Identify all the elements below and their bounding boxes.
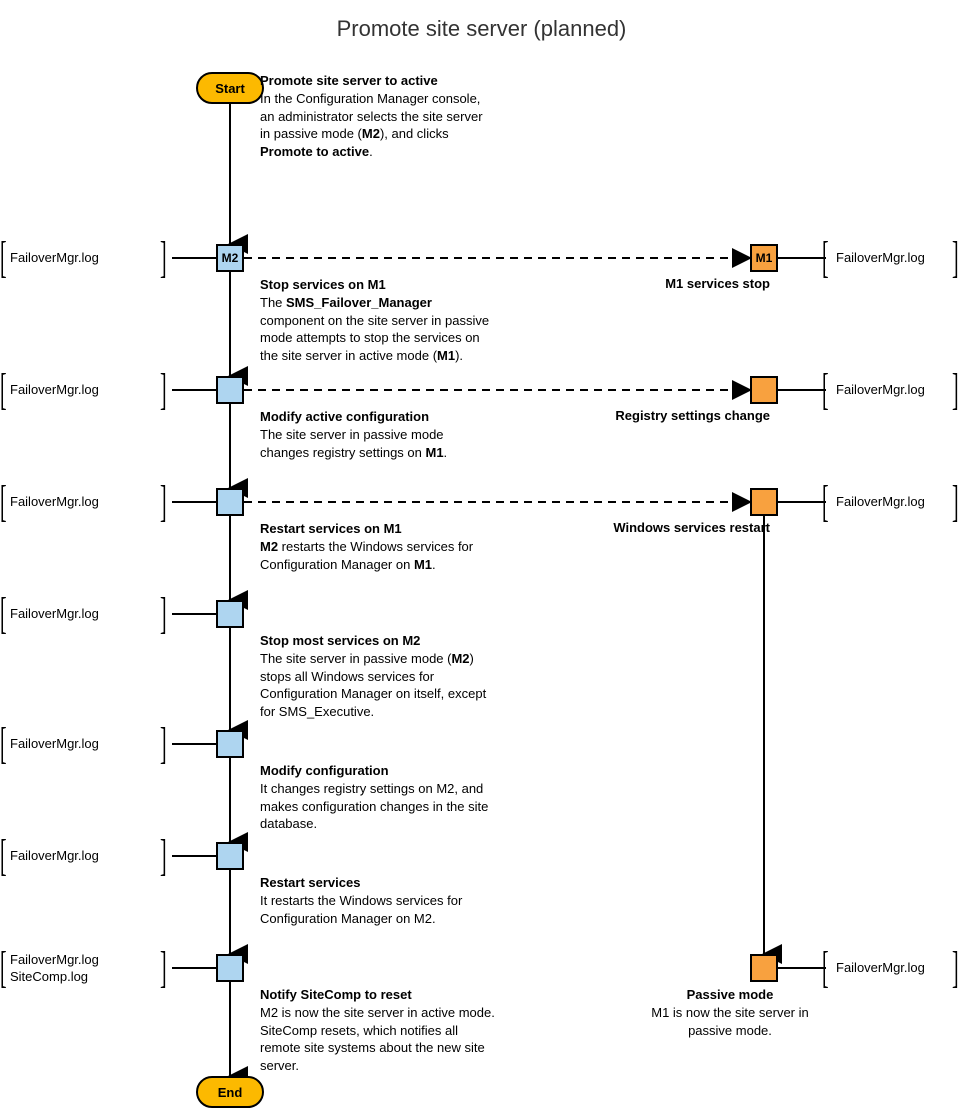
bracket-rl-s1: [ <box>822 236 829 280</box>
bracket-rr-s3: ] <box>952 480 959 524</box>
m2-box-s3 <box>216 488 244 516</box>
step-body-s5: It changes registry settings on M2, and … <box>260 780 495 833</box>
bracket-ll-s6: [ <box>0 834 7 878</box>
bracket-lr-s7: ] <box>160 946 167 990</box>
step-title-s1: Stop services on M1 <box>260 276 386 294</box>
bracket-rl-s2: [ <box>822 368 829 412</box>
step-body-s3: M2 restarts the Windows services for Con… <box>260 538 495 573</box>
dash-label-s2: Registry settings change <box>570 408 770 423</box>
step-title-s4: Stop most services on M2 <box>260 632 420 650</box>
m1-title-s7: Passive mode <box>640 986 820 1004</box>
m1-box-s1: M1 <box>750 244 778 272</box>
log-left-s1: FailoverMgr.log <box>10 250 170 267</box>
step-title-s5: Modify configuration <box>260 762 389 780</box>
dash-label-s1: M1 services stop <box>570 276 770 291</box>
m2-box-s2 <box>216 376 244 404</box>
bracket-ll-s3: [ <box>0 480 7 524</box>
bracket-ll-s4: [ <box>0 592 7 636</box>
step-body-s4: The site server in passive mode (M2) sto… <box>260 650 495 720</box>
bracket-ll-s1: [ <box>0 236 7 280</box>
step-body-s0: In the Configuration Manager console, an… <box>260 90 495 160</box>
step-body-s2: The site server in passive mode changes … <box>260 426 495 461</box>
step-body-s1: The SMS_Failover_Manager component on th… <box>260 294 495 364</box>
log-left-s4: FailoverMgr.log <box>10 606 170 623</box>
bracket-rr-s2: ] <box>952 368 959 412</box>
m2-box-s5 <box>216 730 244 758</box>
bracket-rl-s3: [ <box>822 480 829 524</box>
bracket-ll-s2: [ <box>0 368 7 412</box>
end-terminator: End <box>196 1076 264 1108</box>
m2-box-s7 <box>216 954 244 982</box>
step-body-s6: It restarts the Windows services for Con… <box>260 892 495 927</box>
m2-box-s4 <box>216 600 244 628</box>
bracket-lr-s3: ] <box>160 480 167 524</box>
diagram-title: Promote site server (planned) <box>0 16 963 42</box>
bracket-lr-s5: ] <box>160 722 167 766</box>
m1-box-s7 <box>750 954 778 982</box>
step-title-s6: Restart services <box>260 874 360 892</box>
bracket-ll-s7: [ <box>0 946 7 990</box>
bracket-rr-s1: ] <box>952 236 959 280</box>
step-title-s3: Restart services on M1 <box>260 520 402 538</box>
step-title-s2: Modify active configuration <box>260 408 429 426</box>
m1-box-s3 <box>750 488 778 516</box>
m1-body-s7: M1 is now the site server in passive mod… <box>640 1004 820 1039</box>
log-right-s2: FailoverMgr.log <box>836 382 956 397</box>
log-left-s5: FailoverMgr.log <box>10 736 170 753</box>
bracket-lr-s4: ] <box>160 592 167 636</box>
log-left-s3: FailoverMgr.log <box>10 494 170 511</box>
start-terminator: Start <box>196 72 264 104</box>
bracket-lr-s1: ] <box>160 236 167 280</box>
log-right-s7: FailoverMgr.log <box>836 960 956 975</box>
step-body-s7: M2 is now the site server in active mode… <box>260 1004 495 1074</box>
m1-box-s2 <box>750 376 778 404</box>
log-right-s1: FailoverMgr.log <box>836 250 956 265</box>
m2-box-s6 <box>216 842 244 870</box>
bracket-lr-s6: ] <box>160 834 167 878</box>
bracket-rl-s7: [ <box>822 946 829 990</box>
bracket-rr-s7: ] <box>952 946 959 990</box>
m2-box-s1: M2 <box>216 244 244 272</box>
log-right-s3: FailoverMgr.log <box>836 494 956 509</box>
bracket-lr-s2: ] <box>160 368 167 412</box>
step-title-s7: Notify SiteComp to reset <box>260 986 412 1004</box>
bracket-ll-s5: [ <box>0 722 7 766</box>
dash-label-s3: Windows services restart <box>570 520 770 535</box>
log-left-s6: FailoverMgr.log <box>10 848 170 865</box>
step-title-s0: Promote site server to active <box>260 72 438 90</box>
log-left-s7: FailoverMgr.logSiteComp.log <box>10 952 170 986</box>
log-left-s2: FailoverMgr.log <box>10 382 170 399</box>
